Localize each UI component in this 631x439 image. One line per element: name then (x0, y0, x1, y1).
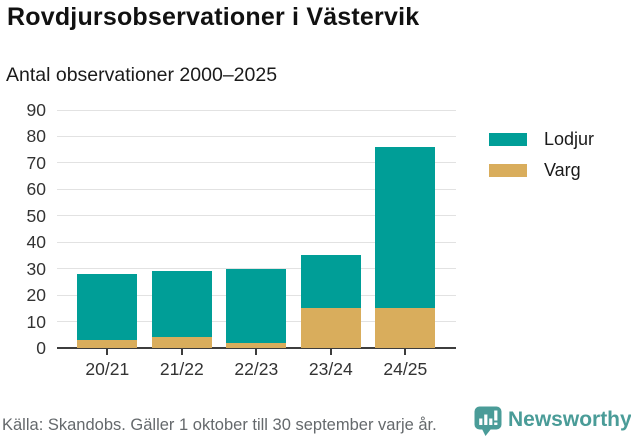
y-tick-label: 20 (26, 285, 46, 306)
bar-segment-lodjur-20-21 (77, 273, 138, 341)
branding: Newsworthy (474, 406, 631, 437)
x-tick-label: 21/22 (159, 359, 204, 379)
x-tick-label: 23/24 (308, 359, 353, 379)
bar-segment-lodjur-21-22 (151, 271, 212, 338)
bar-segment-lodjur-24-25 (375, 147, 436, 309)
x-axis-line (57, 347, 456, 349)
gridline (57, 241, 456, 243)
newsworthy-wordmark: Newsworthy (508, 407, 631, 431)
bar-segment-varg-21-22 (151, 337, 212, 348)
x-tick (404, 349, 407, 355)
newsworthy-logo-icon (474, 406, 502, 436)
y-tick-label: 50 (26, 205, 46, 226)
gridline (57, 135, 456, 137)
legend-item-lodjur: Lodjur (489, 129, 594, 150)
x-tick (255, 349, 258, 355)
legend-swatch-lodjur (489, 133, 527, 146)
plot-area: 20/21 21/22 22/23 23/24 24/25 (57, 109, 456, 379)
bar-segment-varg-22-23 (226, 342, 287, 348)
legend-label: Lodjur (544, 129, 595, 149)
x-tick (180, 349, 183, 355)
x-tick-label: 20/21 (85, 359, 130, 379)
bar-segment-lodjur-22-23 (226, 268, 287, 343)
y-tick-label: 90 (26, 100, 46, 120)
x-tick-label: 22/23 (234, 359, 279, 379)
y-tick-label: 10 (26, 311, 46, 332)
legend-swatch-varg (489, 164, 527, 177)
gridline (57, 188, 456, 190)
bar-segment-varg-23-24 (300, 308, 361, 348)
source-note: Källa: Skandobs. Gäller 1 oktober till 3… (2, 416, 437, 434)
chart-title: Rovdjursobservationer i Västervik (7, 3, 420, 31)
y-tick-label: 0 (36, 338, 46, 358)
legend-label: Varg (544, 160, 581, 180)
bar-segment-varg-24-25 (375, 308, 436, 348)
x-tick (329, 349, 332, 355)
bar-segment-varg-20-21 (77, 340, 138, 348)
gridline (57, 162, 456, 164)
x-tick-label: 24/25 (383, 359, 428, 379)
y-tick-label: 70 (26, 152, 46, 173)
bar-segment-lodjur-23-24 (300, 255, 361, 309)
gridline (57, 215, 456, 217)
y-tick-label: 30 (26, 258, 46, 279)
y-tick-label: 80 (26, 126, 46, 147)
legend: Lodjur Varg (489, 129, 594, 191)
gridline (57, 109, 456, 111)
y-axis-labels: 0 10 20 30 40 50 60 70 80 90 (8, 100, 46, 358)
chart-subtitle: Antal observationer 2000–2025 (6, 64, 278, 86)
legend-item-varg: Varg (489, 160, 594, 181)
y-tick-label: 60 (26, 179, 46, 200)
y-tick-label: 40 (26, 232, 46, 253)
x-tick (106, 349, 109, 355)
